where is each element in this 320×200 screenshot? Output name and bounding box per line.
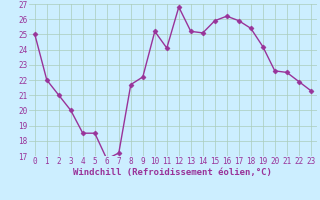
X-axis label: Windchill (Refroidissement éolien,°C): Windchill (Refroidissement éolien,°C)	[73, 168, 272, 177]
